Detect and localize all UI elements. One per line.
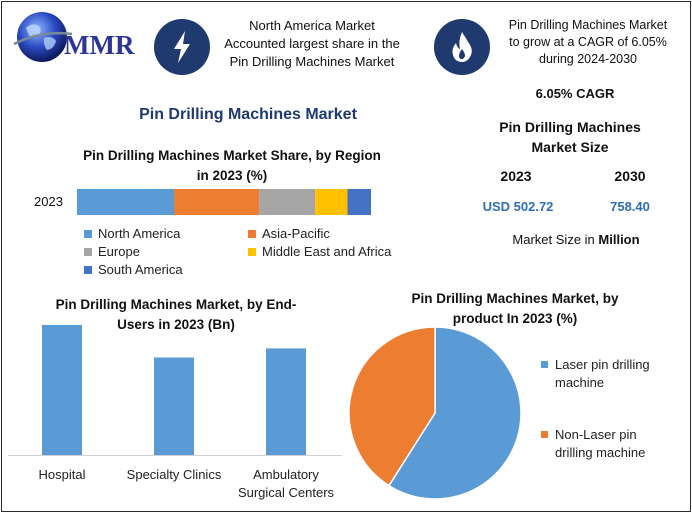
end-user-bar — [154, 357, 194, 455]
page-title: Pin Drilling Machines Market — [139, 106, 357, 123]
unit-note: Market Size in Million — [486, 232, 666, 247]
category-label-line: Ambulatory — [253, 467, 319, 482]
region-bar-segment — [347, 189, 371, 215]
lightning-icon — [174, 31, 190, 63]
product-chart-title-line: product In 2023 (%) — [452, 311, 578, 326]
end-user-category-label: Hospital — [2, 466, 122, 484]
legend-swatch — [84, 247, 92, 256]
market-size-title-line: Pin Drilling Machines — [499, 119, 641, 135]
region-bar-segment — [77, 189, 175, 215]
legend-label: Middle East and Africa — [262, 244, 392, 259]
product-pie-chart — [348, 326, 522, 500]
legend-label: North America — [98, 226, 181, 241]
end-user-chart-title-line: Pin Drilling Machines Market, by End- — [55, 297, 297, 312]
region-bar-segment — [315, 189, 348, 215]
end-user-category-label: Specialty Clinics — [114, 466, 234, 484]
region-bar-segment — [174, 189, 260, 215]
end-user-chart-title: Pin Drilling Machines Market, by End- Us… — [30, 295, 322, 335]
highlight-left-line: Pin Drilling Machines Market — [229, 54, 395, 69]
category-label-line: Hospital — [38, 467, 86, 482]
highlight-right-text: Pin Drilling Machines Market to grow at … — [500, 17, 676, 68]
category-label-line: Surgical Centers — [237, 485, 335, 500]
region-legend-item: Middle East and Africa — [248, 244, 391, 259]
highlight-left-line: North America Market — [249, 18, 375, 33]
product-legend-item: Laser pin drilling machine — [541, 356, 681, 392]
end-user-bar — [42, 325, 82, 455]
highlight-right-badge — [434, 19, 490, 75]
region-legend-item: North America — [84, 226, 180, 241]
end-user-chart-title-line: Users in 2023 (Bn) — [117, 317, 235, 332]
region-chart-category-label: 2023 — [34, 194, 63, 209]
end-user-bar — [266, 348, 306, 455]
legend-label-line: drilling machine — [555, 445, 646, 460]
flame-icon — [452, 32, 472, 62]
product-chart-title-line: Pin Drilling Machines Market, by — [411, 291, 619, 306]
pie-slice — [348, 326, 436, 487]
highlight-left-badge — [154, 19, 210, 75]
end-user-bar-chart — [8, 325, 342, 456]
legend-swatch — [84, 265, 92, 274]
unit-note-prefix: Market Size in — [512, 232, 599, 247]
region-chart-title: Pin Drilling Machines Market Share, by R… — [60, 146, 404, 186]
product-chart-title: Pin Drilling Machines Market, by product… — [388, 289, 642, 329]
legend-label-line: machine — [555, 375, 605, 390]
legend-swatch — [541, 361, 548, 368]
value-2023: USD 502.72 — [482, 199, 554, 214]
legend-label-line: Laser pin drilling — [555, 357, 650, 372]
region-bar-segment — [259, 189, 316, 215]
end-user-category-label: Ambulatory Surgical Centers — [226, 466, 346, 502]
pie-slice — [387, 326, 522, 500]
category-label-line: Specialty Clinics — [126, 467, 222, 482]
legend-label-line: Non-Laser pin — [555, 427, 637, 442]
legend-swatch — [84, 229, 92, 238]
legend-swatch — [541, 431, 548, 438]
highlight-left-text: North America Market Accounted largest s… — [216, 17, 408, 71]
market-size-title: Pin Drilling Machines Market Size — [470, 117, 670, 157]
region-chart-title-line: in 2023 (%) — [196, 168, 268, 183]
region-chart-title-line: Pin Drilling Machines Market Share, by R… — [83, 148, 381, 163]
globe-logo-icon — [13, 12, 73, 62]
highlight-right-line: during 2024-2030 — [539, 52, 637, 66]
highlight-left-line: Accounted largest share in the — [224, 36, 400, 51]
highlight-right-line: Pin Drilling Machines Market — [508, 18, 668, 32]
market-size-title-line: Market Size — [531, 139, 609, 155]
legend-label: Europe — [98, 244, 140, 259]
brand-logo-text: MMR — [64, 30, 135, 60]
year-2023-label: 2023 — [500, 168, 532, 184]
year-2030-label: 2030 — [614, 168, 646, 184]
value-2030: 758.40 — [610, 199, 650, 214]
legend-swatch — [248, 247, 256, 256]
highlight-right-line: to grow at a CAGR of 6.05% — [509, 35, 667, 49]
legend-swatch — [248, 229, 256, 238]
region-legend-item: Europe — [84, 244, 140, 259]
region-stacked-bar — [77, 189, 371, 215]
cagr-label: 6.05% CAGR — [535, 86, 615, 101]
legend-label: South America — [98, 262, 183, 277]
product-legend-item: Non-Laser pin drilling machine — [541, 426, 681, 462]
region-legend-item: South America — [84, 262, 183, 277]
region-legend-item: Asia-Pacific — [248, 226, 330, 241]
unit-note-unit: Million — [598, 232, 640, 247]
legend-label: Asia-Pacific — [262, 226, 330, 241]
